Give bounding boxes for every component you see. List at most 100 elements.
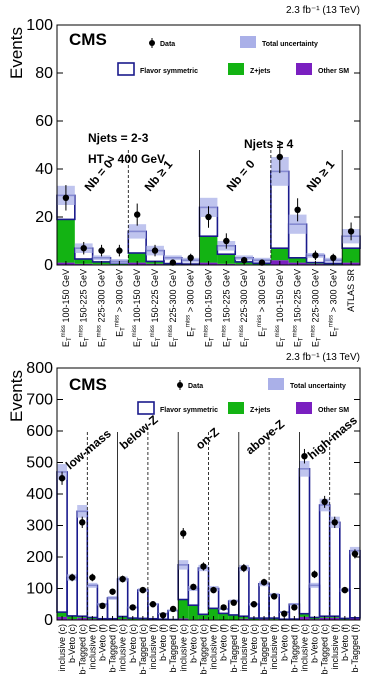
data-point (312, 252, 318, 258)
annotation: high-mass (305, 413, 360, 463)
x-tick-label: b-Tagged (f) (108, 624, 118, 673)
data-point (231, 599, 237, 605)
uncertainty-band (310, 583, 320, 588)
data-point (134, 211, 140, 217)
legend-label: Data (188, 383, 203, 390)
data-point (241, 565, 247, 571)
x-tick-label: b-Tagged (c) (77, 624, 87, 675)
data-point (291, 604, 297, 610)
legend-symbol (228, 402, 244, 414)
data-point (59, 475, 65, 481)
annotation: Njets ≥ 4 (244, 137, 294, 151)
x-tick-label: ETmiss 150-225 GeV (221, 269, 233, 347)
data-point (223, 238, 229, 244)
flavor-symmetric-bar (198, 568, 208, 614)
data-point (281, 611, 287, 617)
legend-symbol (296, 402, 312, 414)
y-tick-label: 400 (26, 486, 53, 503)
lumi-label: 2.3 fb⁻¹ (13 TeV) (286, 5, 360, 16)
x-tick-label: ETmiss 100-150 GeV (61, 269, 73, 347)
legend-label: Total uncertainty (262, 41, 318, 48)
annotation: Njets = 2-3 (88, 131, 149, 145)
y-tick-label: 800 (26, 360, 53, 377)
data-point (271, 593, 277, 599)
data-point (210, 587, 216, 593)
x-tick-label: ATLAS SR (346, 269, 356, 312)
data-point (130, 604, 136, 610)
data-point (81, 245, 87, 251)
x-tick-label: ETmiss 150-225 GeV (79, 269, 91, 347)
flavor-symmetric-bar (350, 551, 360, 618)
flavor-symmetric-bar (87, 585, 97, 617)
data-point (180, 530, 186, 536)
data-point (332, 519, 338, 525)
zjets-bar (271, 248, 289, 260)
x-tick-label: inclusive (f) (269, 624, 279, 670)
flavor-symmetric-bar (108, 598, 118, 619)
data-point (251, 601, 257, 607)
flavor-symmetric-bar (259, 584, 269, 618)
annotation: Nb = 0 (224, 157, 258, 194)
uncertainty-band (77, 505, 87, 518)
x-tick-label: b-Veto (f) (97, 624, 107, 661)
uncertainty-band (87, 583, 97, 588)
legend-label: Total uncertainty (290, 383, 346, 390)
x-tick-label: inclusive (f) (330, 624, 340, 670)
data-point (261, 579, 267, 585)
x-tick-label: b-Veto (c) (310, 624, 320, 663)
x-tick-label: b-Veto (f) (340, 624, 350, 661)
x-tick-label: inclusive (f) (148, 624, 158, 670)
x-tick-label: b-Tagged (f) (289, 624, 299, 673)
flavor-symmetric-bar (118, 579, 128, 616)
y-axis-label: Events (7, 27, 26, 79)
x-tick-label: ETmiss 150-225 GeV (293, 269, 305, 347)
legend-label: Data (160, 41, 175, 48)
uncertainty-band (108, 596, 118, 600)
data-point (348, 228, 354, 234)
y-tick-label: 80 (35, 65, 53, 82)
data-point (342, 587, 348, 593)
x-tick-label: b-Tagged (c) (320, 624, 330, 675)
legend-symbol (228, 63, 244, 75)
lumi-label: 2.3 fb⁻¹ (13 TeV) (286, 352, 360, 363)
legend-symbol (296, 63, 312, 75)
x-tick-label: b-Tagged (f) (229, 624, 239, 673)
x-tick-label: ETmiss > 300 GeV (257, 269, 269, 337)
flavor-symmetric-bar (67, 577, 77, 615)
data-point (89, 574, 95, 580)
x-tick-label: b-Veto (c) (128, 624, 138, 663)
y-tick-label: 20 (35, 209, 53, 226)
x-tick-label: inclusive (f) (209, 624, 219, 670)
x-tick-label: inclusive (c) (239, 624, 249, 672)
data-point (98, 247, 104, 253)
annotation: above-Z (243, 417, 287, 457)
flavor-symmetric-bar (340, 590, 350, 618)
zjets-bar (200, 236, 218, 262)
annotation: below-Z (117, 412, 161, 452)
data-point (352, 551, 358, 557)
y-tick-label: 0 (44, 612, 53, 629)
x-tick-label: ETmiss 100-150 GeV (275, 269, 287, 347)
data-point (311, 571, 317, 577)
x-tick-label: b-Tagged (c) (259, 624, 269, 675)
data-point (109, 588, 115, 594)
legend-label: Other SM (318, 407, 349, 414)
x-tick-label: b-Veto (c) (67, 624, 77, 663)
legend-label: Z+jets (250, 68, 271, 75)
data-point (170, 606, 176, 612)
y-axis-label: Events (7, 370, 26, 422)
x-tick-label: inclusive (c) (178, 624, 188, 672)
x-tick-label: ETmiss 225-300 GeV (97, 269, 109, 347)
x-tick-label: ETmiss 225-300 GeV (310, 269, 322, 347)
annotation: low-mass (63, 426, 114, 472)
x-tick-label: ETmiss 150-225 GeV (150, 269, 162, 347)
y-tick-label: 200 (26, 549, 53, 566)
x-tick-label: ETmiss > 300 GeV (186, 269, 198, 337)
y-tick-label: 100 (26, 581, 53, 598)
legend-label: Flavor symmetric (160, 407, 218, 414)
x-tick-label: b-Veto (c) (249, 624, 259, 663)
data-point (294, 207, 300, 213)
legend-label: Z+jets (250, 407, 271, 414)
zjets-bar (178, 600, 188, 619)
